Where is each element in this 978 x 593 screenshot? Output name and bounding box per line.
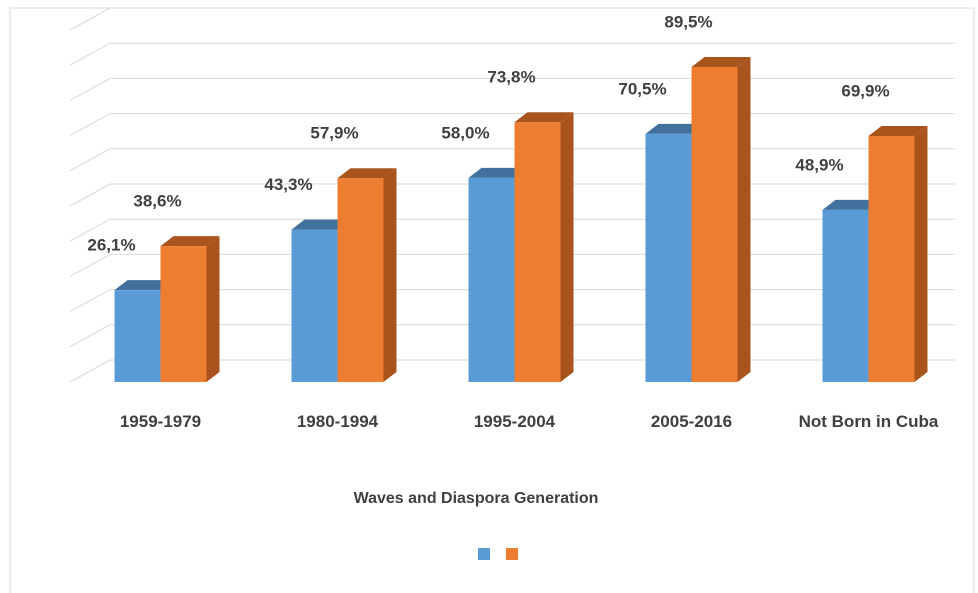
grid-line: [69, 7, 955, 31]
bar: [337, 178, 384, 382]
data-label: 48,9%: [795, 155, 843, 174]
data-label: 43,3%: [264, 175, 312, 194]
bar: [468, 177, 515, 382]
bar-top: [514, 112, 574, 123]
bar: [868, 135, 915, 382]
bar-top: [114, 280, 174, 291]
grid-line: [69, 42, 955, 66]
bar-side: [914, 125, 928, 383]
grid-line: [69, 77, 955, 101]
bar-top: [822, 199, 882, 210]
data-label: 73,8%: [487, 68, 535, 87]
x-tick-label: 2005-2016: [650, 412, 733, 431]
bar-top: [291, 219, 351, 230]
x-axis-title: Waves and Diaspora Generation: [354, 490, 599, 507]
bar: [822, 209, 869, 382]
bar: [160, 246, 207, 382]
legend-swatch: [506, 548, 518, 560]
bar: [114, 290, 161, 382]
bar-top: [160, 236, 220, 247]
bar-side: [206, 236, 220, 382]
data-label: 26,1%: [87, 236, 135, 255]
bar: [691, 66, 738, 383]
bar-side: [737, 56, 751, 383]
bar-top: [337, 168, 397, 179]
x-tick-label: 1959-1979: [119, 412, 202, 431]
data-label: 89,5%: [664, 12, 712, 31]
legend-swatch: [478, 548, 490, 560]
grid-line: [69, 113, 955, 137]
bar-top: [691, 56, 751, 67]
bar: [291, 229, 338, 382]
data-label: 58,0%: [441, 123, 489, 142]
data-label: 70,5%: [618, 79, 666, 98]
bar: [645, 133, 692, 382]
bar-side: [560, 112, 574, 382]
x-tick-label: 1995-2004: [473, 412, 556, 431]
data-label: 38,6%: [133, 192, 181, 211]
x-tick-label: Not Born in Cuba: [798, 412, 939, 431]
x-tick-label: 1980-1994: [296, 412, 379, 431]
bar-top: [645, 123, 705, 134]
bar-top: [468, 167, 528, 178]
data-label: 57,9%: [310, 124, 358, 143]
bar-side: [383, 168, 397, 382]
bar: [514, 122, 561, 382]
data-label: 69,9%: [841, 81, 889, 100]
bar-top: [868, 125, 928, 136]
